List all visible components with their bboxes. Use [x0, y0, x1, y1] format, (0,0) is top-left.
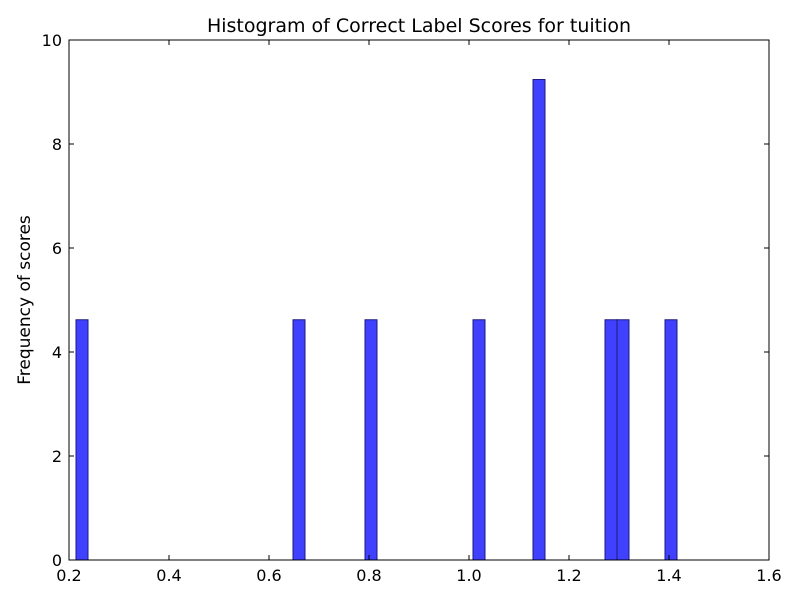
- x-tick-label: 1.4: [656, 566, 681, 585]
- histogram-bar: [616, 319, 630, 561]
- x-tick-label: 1.6: [756, 566, 781, 585]
- histogram-bar: [532, 79, 546, 561]
- histogram-bar: [292, 319, 306, 561]
- x-tick-label: 1.2: [556, 566, 581, 585]
- ticks-group: 0.2 0.4 0.6 0.8 1.0 1.2 1.4 1.6 0 2 4 6 8 10: [42, 31, 782, 585]
- y-tick-label: 10: [42, 31, 62, 50]
- histogram-bar: [364, 319, 378, 561]
- x-tick-label: 0.6: [256, 566, 281, 585]
- y-tick-label: 6: [52, 239, 62, 258]
- plot-frame: [68, 39, 770, 561]
- y-tick-label: 2: [52, 447, 62, 466]
- y-tick-label: 8: [52, 135, 62, 154]
- x-tick-label: 0.2: [56, 566, 81, 585]
- x-tick-label: 1.0: [456, 566, 481, 585]
- histogram-bar: [472, 319, 486, 561]
- x-tick-label: 0.8: [356, 566, 381, 585]
- y-tick-label: 4: [52, 343, 62, 362]
- histogram-bar: [664, 319, 678, 561]
- histogram-bar: [75, 319, 89, 561]
- y-tick-label: 0: [52, 551, 62, 570]
- bars-group: [75, 79, 678, 561]
- y-axis-label: Frequency of scores: [15, 215, 35, 385]
- x-tick-label: 0.4: [156, 566, 181, 585]
- histogram-bar: [604, 319, 618, 561]
- chart-title: Histogram of Correct Label Scores for tu…: [207, 15, 631, 37]
